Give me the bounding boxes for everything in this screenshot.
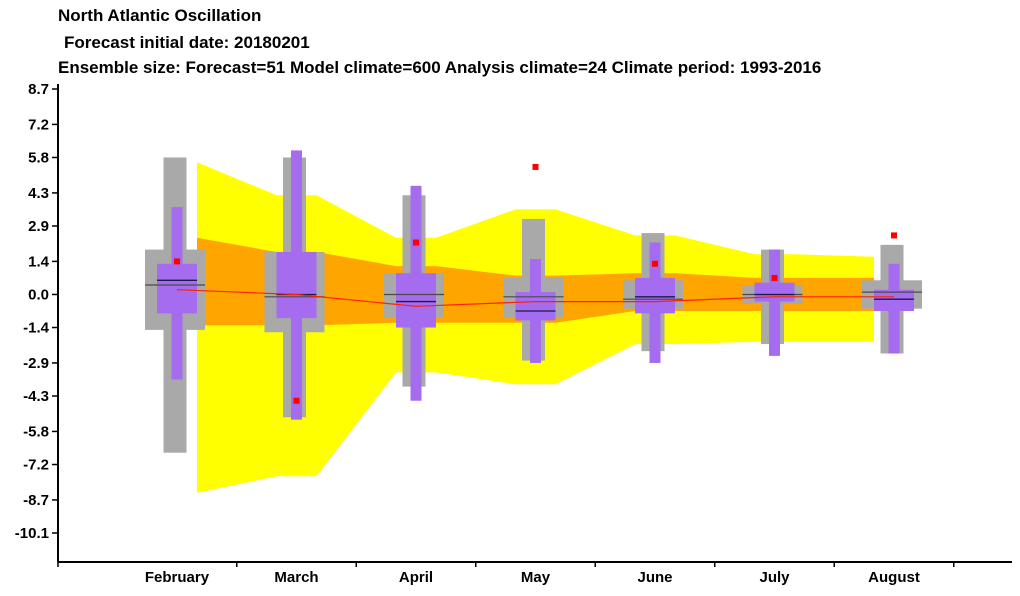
- y-tick-label: -10.1: [15, 525, 49, 542]
- observed-point-july: [771, 274, 778, 281]
- x-tick-label-may: May: [521, 569, 551, 586]
- y-tick-label: -4.3: [23, 388, 49, 405]
- chart-title: North Atlantic Oscillation: [58, 6, 262, 25]
- ensemble-mean-line: [176, 289, 894, 307]
- observed-point-april: [413, 239, 419, 246]
- y-tick-label: -1.4: [23, 320, 50, 337]
- y-tick-label: -2.9: [23, 355, 49, 372]
- x-tick-label-march: March: [274, 569, 318, 586]
- y-tick-label: 8.7: [28, 81, 49, 98]
- y-tick-label: -7.2: [23, 457, 49, 474]
- y-tick-label: 5.8: [28, 149, 49, 166]
- forecast-box-april: [396, 273, 436, 328]
- x-tick-label-february: February: [145, 569, 210, 586]
- y-tick-label: 7.2: [28, 116, 49, 133]
- x-tick-label-june: June: [637, 569, 672, 586]
- observed-point-may: [532, 163, 539, 170]
- x-tick-label-april: April: [399, 569, 433, 586]
- forecast-box-february: [157, 263, 197, 314]
- x-tick-label-july: July: [759, 569, 790, 586]
- chart-subtitle-forecast-date: Forecast initial date: 20180201: [64, 33, 310, 52]
- y-tick-label: 0.0: [28, 286, 49, 303]
- observed-points: [174, 163, 897, 404]
- y-tick-label: 4.3: [28, 185, 49, 202]
- observed-point-february: [174, 258, 180, 265]
- forecast-box-june: [635, 277, 675, 314]
- y-tick-label: -5.8: [23, 423, 49, 440]
- y-tick-label: 2.9: [28, 218, 49, 235]
- axes: 8.7 7.2 5.8 4.3 2.9 1.4 0.0 -1.4 -2.9 -4.3 -5.8 -7.…: [15, 81, 1012, 586]
- forecast-box-july: [754, 282, 795, 302]
- mean-line-layer: [176, 289, 894, 307]
- x-tick-label-august: August: [868, 569, 920, 586]
- chart-subtitle-ensemble: Ensemble size: Forecast=51 Model climate…: [58, 58, 822, 77]
- observed-point-june: [652, 260, 658, 267]
- y-tick-label: -8.7: [23, 492, 49, 509]
- forecast-box-august: [874, 289, 914, 311]
- forecast-box-march: [276, 251, 317, 319]
- observed-point-march: [293, 397, 300, 404]
- y-tick-label: 1.4: [28, 253, 50, 270]
- forecast-whisker-july: [769, 249, 780, 356]
- observed-point-august: [891, 232, 897, 239]
- box-plots: [145, 150, 922, 453]
